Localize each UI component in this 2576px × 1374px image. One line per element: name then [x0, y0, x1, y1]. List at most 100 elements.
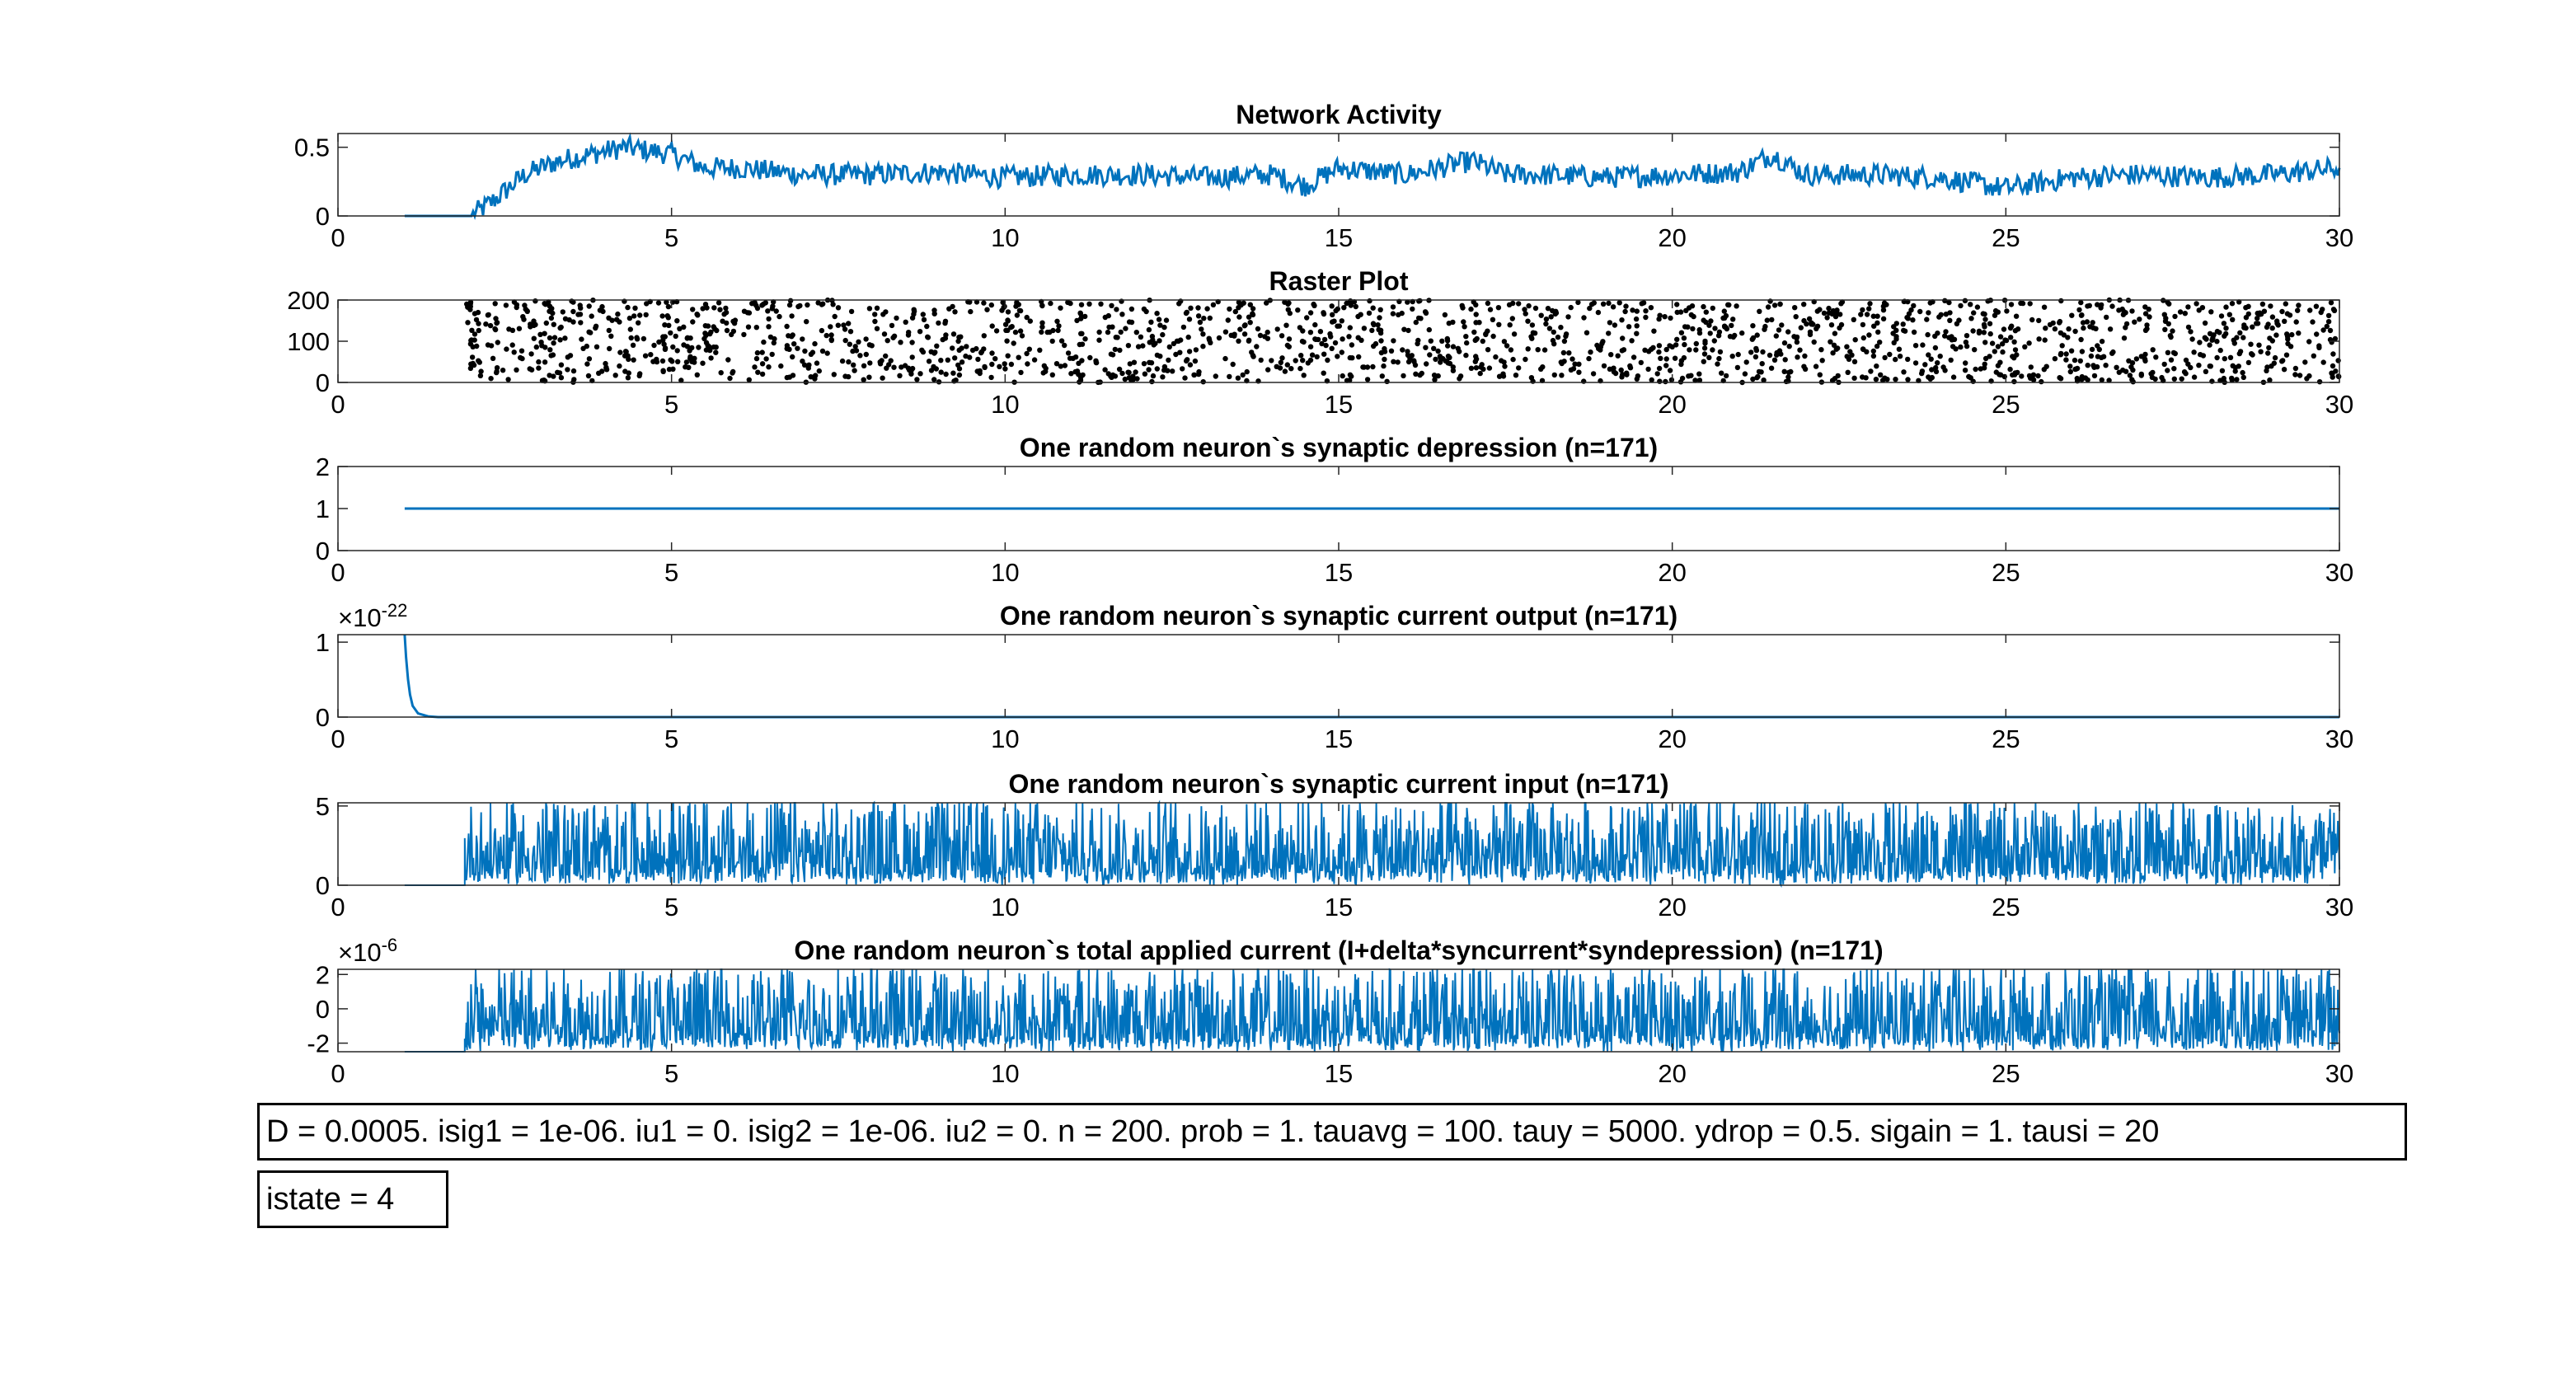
- spike-dot: [1078, 316, 1084, 321]
- spike-dot: [718, 370, 724, 376]
- spike-dot: [1776, 327, 1782, 333]
- spike-dot: [1307, 344, 1314, 349]
- spike-dot: [1896, 346, 1903, 352]
- spike-dot: [1958, 302, 1964, 309]
- spike-dot: [1543, 321, 1549, 327]
- spike-dot: [1254, 344, 1260, 349]
- x-tick-label: 10: [991, 558, 1019, 587]
- spike-dot: [2020, 300, 2026, 307]
- spike-dot: [2068, 348, 2075, 354]
- spike-dot: [1779, 322, 1785, 328]
- spike-dot: [509, 342, 515, 348]
- raster-plot-title: Raster Plot: [1269, 266, 1409, 296]
- spike-dot: [1207, 315, 1213, 321]
- spike-dot: [477, 373, 484, 378]
- spike-dot: [493, 316, 499, 321]
- spike-dot: [1522, 307, 1527, 312]
- spike-dot: [805, 302, 810, 308]
- spike-dot: [1477, 370, 1483, 377]
- spike-dot: [1511, 331, 1518, 337]
- spike-dot: [1785, 374, 1791, 380]
- spike-dot: [2011, 339, 2017, 345]
- spike-dot: [2236, 363, 2241, 369]
- spike-dot: [1011, 340, 1016, 346]
- spike-dot: [1395, 359, 1401, 365]
- spike-dot: [487, 322, 494, 329]
- spike-dot: [2144, 322, 2150, 328]
- spike-dot: [2269, 338, 2275, 344]
- spike-dot: [1584, 330, 1590, 335]
- spike-dot: [802, 348, 808, 354]
- spike-dot: [1600, 301, 1607, 307]
- spike-dot: [2030, 372, 2037, 377]
- spike-dot: [988, 374, 994, 381]
- spike-dot: [2335, 358, 2341, 363]
- spike-dot: [1298, 353, 1304, 359]
- spike-dot: [1125, 343, 1132, 349]
- spike-dot: [1002, 361, 1007, 367]
- spike-dot: [1553, 308, 1559, 314]
- spike-dot: [683, 359, 690, 365]
- spike-dot: [1040, 370, 1046, 376]
- spike-dot: [847, 329, 854, 335]
- spike-dot: [1598, 347, 1603, 353]
- spike-dot: [886, 362, 892, 368]
- spike-dot: [2109, 350, 2115, 356]
- spike-dot: [1501, 339, 1508, 345]
- spike-dot: [1161, 324, 1167, 331]
- spike-dot: [908, 371, 914, 377]
- spike-dot: [1199, 326, 1204, 332]
- spike-dot: [558, 375, 565, 381]
- spike-dot: [2214, 354, 2220, 361]
- spike-dot: [623, 349, 629, 354]
- spike-dot: [1629, 338, 1635, 344]
- spike-dot: [2255, 310, 2260, 317]
- spike-dot: [1884, 377, 1890, 382]
- spike-dot: [2172, 313, 2178, 320]
- spike-dot: [2109, 303, 2115, 309]
- spike-dot: [1768, 365, 1775, 371]
- spike-dot: [1232, 308, 1239, 315]
- spike-dot: [589, 313, 594, 319]
- spike-dot: [625, 304, 631, 311]
- spike-dot: [1940, 364, 1946, 370]
- spike-dot: [1370, 321, 1377, 326]
- spike-dot: [2223, 331, 2229, 337]
- spike-dot: [769, 306, 775, 312]
- spike-dot: [1743, 359, 1749, 365]
- spike-dot: [2095, 302, 2100, 307]
- spike-dot: [1150, 373, 1157, 379]
- spike-dot: [1418, 316, 1424, 321]
- spike-dot: [2043, 326, 2048, 331]
- spike-dot: [2128, 364, 2134, 370]
- spike-dot: [2245, 359, 2252, 366]
- spike-dot: [2123, 310, 2128, 316]
- spike-dot: [1077, 377, 1084, 383]
- spike-dot: [1413, 371, 1419, 377]
- spike-dot: [1146, 326, 1152, 333]
- spike-dot: [2267, 377, 2273, 383]
- spike-dot: [766, 364, 772, 370]
- spike-dot: [1626, 324, 1632, 330]
- spike-dot: [664, 299, 669, 305]
- spike-dot: [1595, 309, 1602, 316]
- x-tick-label: 10: [991, 725, 1019, 753]
- spike-dot: [531, 318, 537, 324]
- spike-dot: [1924, 317, 1930, 322]
- spike-dot: [1126, 319, 1133, 325]
- spike-dot: [642, 353, 649, 359]
- spike-dot: [1077, 310, 1083, 316]
- spike-dot: [1516, 301, 1522, 307]
- spike-dot: [2091, 364, 2097, 370]
- spike-dot: [1674, 302, 1680, 307]
- spike-dot: [1759, 361, 1765, 367]
- spike-dot: [2138, 371, 2144, 377]
- spike-dot: [1932, 345, 1939, 351]
- spike-dot: [1887, 351, 1893, 358]
- spike-dot: [2052, 356, 2058, 362]
- spike-dot: [2081, 325, 2086, 331]
- spike-dot: [542, 331, 547, 336]
- spike-dot: [1382, 345, 1387, 352]
- spike-dot: [2271, 360, 2277, 366]
- spike-dot: [1058, 338, 1065, 344]
